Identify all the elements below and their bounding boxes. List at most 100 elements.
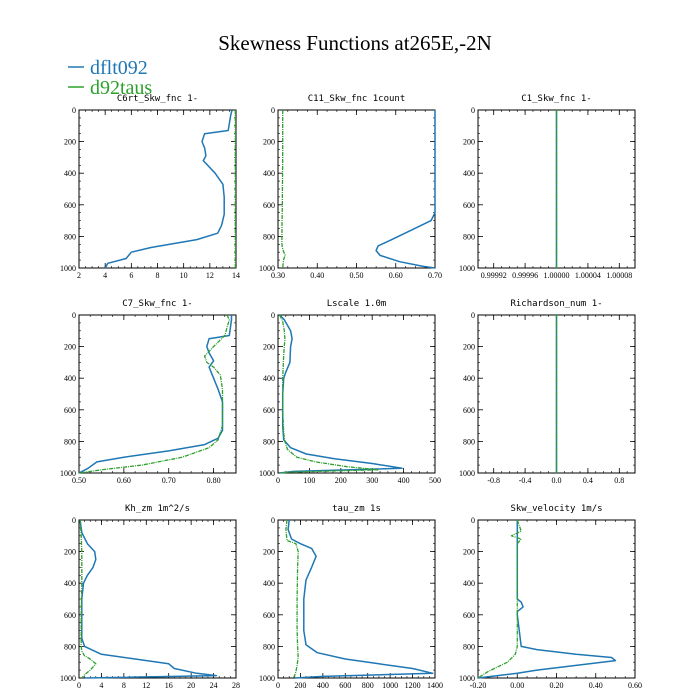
x-tick-label: 14 [232, 271, 240, 280]
x-tick-label: 1000 [382, 681, 398, 690]
panel-lscale: Lscale 1.0m 0 100 200 300 400 500 0 200 400 600 800… [259, 299, 441, 485]
series-line-dflt092 [104, 109, 233, 269]
x-tick-label: 0.60 [628, 681, 642, 690]
y-tick-label: 800 [463, 642, 475, 651]
x-tick-label: 1.00000 [544, 271, 570, 280]
x-tick-label: 10 [180, 271, 188, 280]
y-tick-label: 200 [64, 343, 76, 352]
x-tick-label: 0.70 [428, 271, 442, 280]
y-tick-label: 400 [64, 169, 76, 178]
y-tick-label: 0 [271, 516, 275, 525]
x-tick-label: 24 [210, 681, 218, 690]
legend-label-dflt092: dflt092 [90, 57, 148, 79]
y-tick-label: 400 [463, 579, 475, 588]
x-tick-label: 12 [142, 681, 150, 690]
x-tick-label: 1.00004 [575, 271, 601, 280]
y-tick-label: 1000 [459, 264, 475, 273]
y-tick-label: 200 [463, 548, 475, 557]
x-tick-label: 28 [232, 681, 240, 690]
x-tick-label: -0.8 [487, 476, 500, 485]
figure-title: Skewness Functions at265E,-2N [218, 31, 492, 55]
y-tick-label: 0 [271, 106, 275, 115]
panel-tau-zm: tau_zm 1s 0 200 400 600 800 1000 1200 1400 0 200 40… [259, 504, 443, 690]
y-tick-label: 400 [263, 169, 275, 178]
panel-title: Kh_zm 1m^2/s [125, 504, 190, 514]
x-tick-label: 0.60 [389, 271, 403, 280]
legend-label-d92taus: d92taus [90, 77, 152, 99]
x-tick-label: 1400 [427, 681, 443, 690]
x-tick-label: 200 [335, 476, 347, 485]
y-tick-label: 400 [463, 169, 475, 178]
y-tick-label: 800 [64, 232, 76, 241]
panel-c6rt-skw-fnc: C6rt_Skw_fnc 1- 2 4 6 8 10 12 14 0 200 400 600 800 10… [60, 94, 240, 280]
y-tick-label: 800 [263, 232, 275, 241]
x-tick-label: 1200 [405, 681, 421, 690]
panel-c11-skw-fnc: C11_Skw_fnc 1count 0.30 0.40 0.50 0.60 0.70 0 2… [259, 94, 442, 280]
y-tick-label: 800 [263, 642, 275, 651]
y-tick-label: 0 [72, 311, 76, 320]
x-tick-label: -0.20 [470, 681, 487, 690]
panel-c7-skw-fnc: C7_Skw_fnc 1- 0.50 0.60 0.70 0.80 0 200 400 600 8… [60, 299, 237, 485]
y-tick-label: 600 [64, 201, 76, 210]
y-tick-label: 1000 [60, 264, 76, 273]
y-tick-label: 400 [263, 579, 275, 588]
y-tick-label: 200 [263, 343, 275, 352]
x-tick-label: 500 [429, 476, 441, 485]
x-tick-label: 0.8 [614, 476, 624, 485]
panel-kh-zm: Kh_zm 1m^2/s 0 4 8 12 16 20 24 28 0 200 400 600 800 10… [60, 504, 240, 690]
x-tick-label: 0.0 [552, 476, 562, 485]
y-tick-label: 400 [463, 374, 475, 383]
panel-title: Skw_velocity 1m/s [510, 504, 602, 514]
y-tick-label: 600 [463, 201, 475, 210]
x-tick-label: 0.99992 [481, 271, 507, 280]
x-tick-label: 400 [398, 476, 410, 485]
x-tick-label: 0.99996 [512, 271, 538, 280]
x-tick-label: 6 [129, 271, 133, 280]
x-tick-label: 0.4 [583, 476, 593, 485]
x-tick-label: 20 [187, 681, 195, 690]
y-tick-label: 0 [471, 106, 475, 115]
panel-richardson-num: Richardson_num 1- -0.8 -0.4 0.0 0.4 0.8 0 200 40… [459, 299, 636, 485]
y-tick-label: 600 [64, 406, 76, 415]
y-tick-label: 600 [263, 406, 275, 415]
x-tick-label: 300 [366, 476, 378, 485]
x-tick-label: 0.50 [72, 476, 86, 485]
y-tick-label: 200 [64, 548, 76, 557]
series-line-d92taus [477, 519, 522, 679]
x-tick-label: 8 [122, 681, 126, 690]
x-tick-label: 800 [362, 681, 374, 690]
y-tick-label: 800 [463, 232, 475, 241]
legend: dflt092 d92taus [68, 57, 152, 99]
x-tick-label: 0.50 [350, 271, 364, 280]
x-tick-label: 0 [276, 476, 280, 485]
x-tick-label: 4 [99, 681, 103, 690]
x-tick-label: 100 [303, 476, 315, 485]
x-tick-label: 200 [294, 681, 306, 690]
x-tick-label: 1.00008 [606, 271, 632, 280]
panel-c1-skw-fnc: C1_Skw_fnc 1- 0.99992 0.99996 1.00000 1.0000… [459, 94, 636, 280]
x-tick-label: 0 [276, 681, 280, 690]
series-line-dflt092 [287, 519, 434, 679]
y-tick-label: 200 [463, 138, 475, 147]
y-tick-label: 1000 [459, 674, 475, 683]
x-tick-label: 0.80 [207, 476, 221, 485]
series-line-dflt092 [279, 314, 403, 474]
y-tick-label: 800 [64, 642, 76, 651]
y-tick-label: 600 [64, 611, 76, 620]
x-tick-label: 0.40 [310, 271, 324, 280]
series-line-dflt092 [375, 110, 436, 269]
y-tick-label: 400 [64, 579, 76, 588]
x-tick-label: 600 [339, 681, 351, 690]
panel-title: C1_Skw_fnc 1- [521, 94, 591, 104]
x-tick-label: 0 [77, 681, 81, 690]
y-tick-label: 800 [263, 437, 275, 446]
y-tick-label: 0 [471, 311, 475, 320]
x-tick-label: 12 [206, 271, 214, 280]
y-tick-label: 0 [271, 311, 275, 320]
series-line-d92taus [285, 519, 299, 679]
series-line-d92taus [281, 110, 286, 269]
series-line-dflt092 [78, 315, 233, 474]
y-tick-label: 200 [64, 138, 76, 147]
y-tick-label: 1000 [60, 469, 76, 478]
